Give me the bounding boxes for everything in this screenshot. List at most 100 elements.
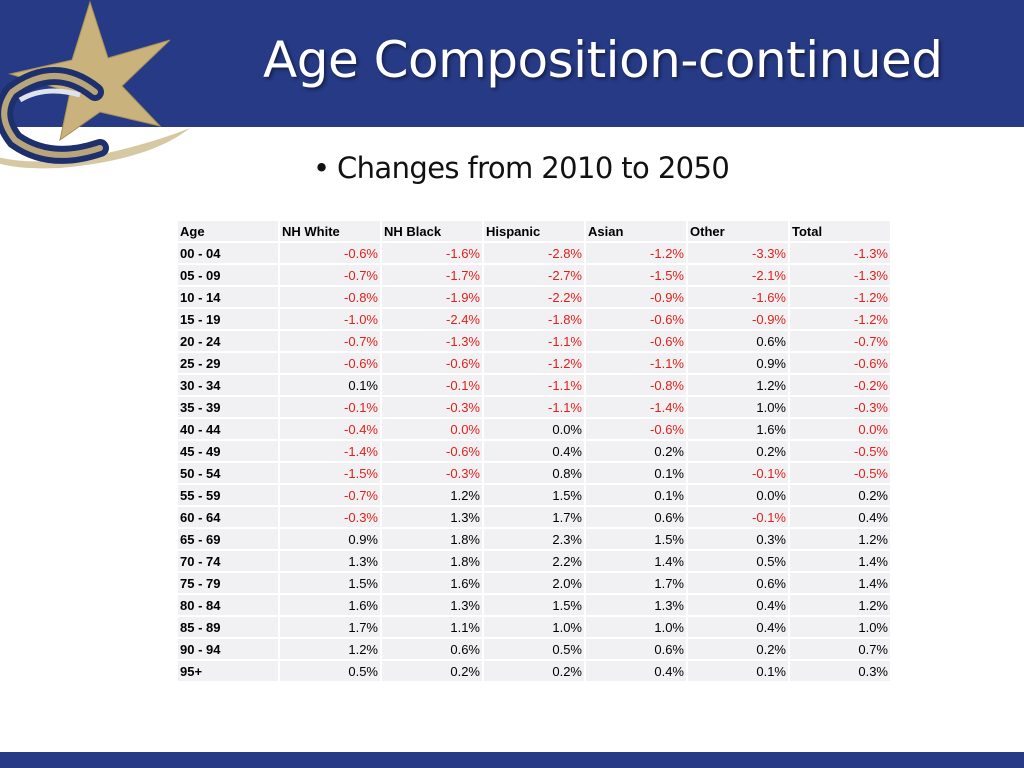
value-cell: -1.1% xyxy=(484,375,584,395)
value-cell: 1.0% xyxy=(688,397,788,417)
value-cell: -0.6% xyxy=(280,353,380,373)
value-cell: 0.1% xyxy=(586,463,686,483)
age-group-cell: 50 - 54 xyxy=(178,463,278,483)
age-group-cell: 45 - 49 xyxy=(178,441,278,461)
value-cell: -1.8% xyxy=(484,309,584,329)
value-cell: 0.6% xyxy=(382,639,482,659)
value-cell: 1.5% xyxy=(586,529,686,549)
value-cell: 0.2% xyxy=(586,441,686,461)
value-cell: 1.3% xyxy=(586,595,686,615)
value-cell: -1.6% xyxy=(382,243,482,263)
value-cell: -2.2% xyxy=(484,287,584,307)
value-cell: -2.7% xyxy=(484,265,584,285)
value-cell: -1.3% xyxy=(790,265,890,285)
value-cell: 0.2% xyxy=(484,661,584,681)
value-cell: -3.3% xyxy=(688,243,788,263)
table-header-row: Age NH White NH Black Hispanic Asian Oth… xyxy=(178,221,890,241)
value-cell: 0.0% xyxy=(790,419,890,439)
value-cell: -1.1% xyxy=(586,353,686,373)
age-group-cell: 00 - 04 xyxy=(178,243,278,263)
age-group-cell: 15 - 19 xyxy=(178,309,278,329)
value-cell: -0.8% xyxy=(586,375,686,395)
column-header: Age xyxy=(178,221,278,241)
value-cell: 1.2% xyxy=(688,375,788,395)
table-row: 50 - 54 -1.5% -0.3% 0.8% 0.1% -0.1% -0.5% xyxy=(178,463,890,483)
table-row: 05 - 09 -0.7% -1.7% -2.7% -1.5% -2.1% -1.3% xyxy=(178,265,890,285)
bullet-dot-icon: • xyxy=(313,151,330,185)
value-cell: 1.2% xyxy=(280,639,380,659)
value-cell: -0.6% xyxy=(280,243,380,263)
age-group-cell: 10 - 14 xyxy=(178,287,278,307)
column-header: Total xyxy=(790,221,890,241)
value-cell: 0.5% xyxy=(688,551,788,571)
value-cell: 0.4% xyxy=(688,617,788,637)
value-cell: 1.5% xyxy=(280,573,380,593)
value-cell: -1.3% xyxy=(382,331,482,351)
value-cell: 1.8% xyxy=(382,529,482,549)
data-table-container: Age NH White NH Black Hispanic Asian Oth… xyxy=(176,219,892,683)
value-cell: -0.1% xyxy=(688,463,788,483)
value-cell: -0.4% xyxy=(280,419,380,439)
value-cell: -1.5% xyxy=(586,265,686,285)
table-row: 20 - 24 -0.7% -1.3% -1.1% -0.6% 0.6% -0.7% xyxy=(178,331,890,351)
table-row: 95+ 0.5% 0.2% 0.2% 0.4% 0.1% 0.3% xyxy=(178,661,890,681)
value-cell: 1.0% xyxy=(586,617,686,637)
value-cell: 0.4% xyxy=(484,441,584,461)
table-row: 25 - 29 -0.6% -0.6% -1.2% -1.1% 0.9% -0.6% xyxy=(178,353,890,373)
value-cell: -0.3% xyxy=(382,397,482,417)
value-cell: 0.7% xyxy=(790,639,890,659)
age-group-cell: 55 - 59 xyxy=(178,485,278,505)
value-cell: 0.2% xyxy=(790,485,890,505)
table-row: 35 - 39 -0.1% -0.3% -1.1% -1.4% 1.0% -0.3% xyxy=(178,397,890,417)
value-cell: -1.2% xyxy=(586,243,686,263)
slide-title: Age Composition-continued xyxy=(263,31,943,89)
star-logo-icon xyxy=(0,0,190,169)
table-row: 55 - 59 -0.7% 1.2% 1.5% 0.1% 0.0% 0.2% xyxy=(178,485,890,505)
bullet-text: Changes from 2010 to 2050 xyxy=(337,151,730,185)
footer-bar xyxy=(0,752,1024,768)
value-cell: -0.7% xyxy=(280,485,380,505)
value-cell: 0.4% xyxy=(688,595,788,615)
value-cell: -0.7% xyxy=(280,265,380,285)
age-group-cell: 85 - 89 xyxy=(178,617,278,637)
value-cell: -0.6% xyxy=(586,309,686,329)
value-cell: 0.3% xyxy=(688,529,788,549)
age-group-cell: 90 - 94 xyxy=(178,639,278,659)
value-cell: 1.0% xyxy=(484,617,584,637)
value-cell: 0.1% xyxy=(280,375,380,395)
value-cell: 1.3% xyxy=(382,595,482,615)
value-cell: 0.0% xyxy=(382,419,482,439)
value-cell: -0.6% xyxy=(382,441,482,461)
value-cell: 1.7% xyxy=(484,507,584,527)
age-group-cell: 80 - 84 xyxy=(178,595,278,615)
value-cell: 1.2% xyxy=(382,485,482,505)
value-cell: -1.7% xyxy=(382,265,482,285)
value-cell: 1.3% xyxy=(280,551,380,571)
value-cell: -0.6% xyxy=(586,331,686,351)
table-row: 45 - 49 -1.4% -0.6% 0.4% 0.2% 0.2% -0.5% xyxy=(178,441,890,461)
value-cell: 2.2% xyxy=(484,551,584,571)
value-cell: 1.0% xyxy=(790,617,890,637)
value-cell: -0.6% xyxy=(790,353,890,373)
value-cell: 1.6% xyxy=(280,595,380,615)
value-cell: -0.6% xyxy=(382,353,482,373)
value-cell: 0.8% xyxy=(484,463,584,483)
value-cell: 1.3% xyxy=(382,507,482,527)
value-cell: -0.2% xyxy=(790,375,890,395)
value-cell: -1.4% xyxy=(280,441,380,461)
age-group-cell: 20 - 24 xyxy=(178,331,278,351)
value-cell: -1.2% xyxy=(790,309,890,329)
table-row: 15 - 19 -1.0% -2.4% -1.8% -0.6% -0.9% -1.2% xyxy=(178,309,890,329)
age-group-cell: 60 - 64 xyxy=(178,507,278,527)
value-cell: -2.8% xyxy=(484,243,584,263)
value-cell: 0.9% xyxy=(688,353,788,373)
value-cell: 0.5% xyxy=(484,639,584,659)
value-cell: -0.1% xyxy=(280,397,380,417)
value-cell: 1.6% xyxy=(382,573,482,593)
value-cell: 0.6% xyxy=(586,507,686,527)
value-cell: 0.4% xyxy=(790,507,890,527)
value-cell: 0.2% xyxy=(382,661,482,681)
table-row: 80 - 84 1.6% 1.3% 1.5% 1.3% 0.4% 1.2% xyxy=(178,595,890,615)
age-change-table: Age NH White NH Black Hispanic Asian Oth… xyxy=(176,219,892,683)
table-row: 85 - 89 1.7% 1.1% 1.0% 1.0% 0.4% 1.0% xyxy=(178,617,890,637)
